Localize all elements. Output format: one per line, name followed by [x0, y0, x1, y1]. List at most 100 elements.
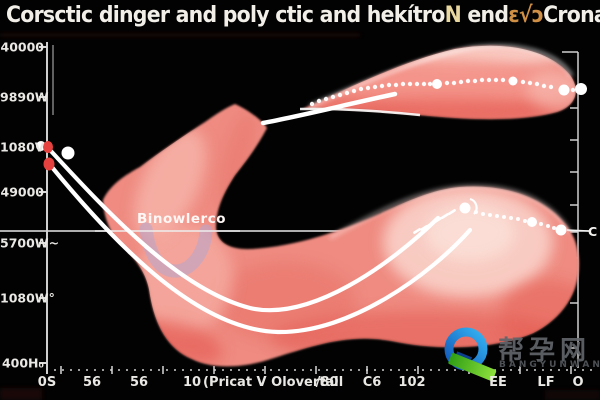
title-part: N: [444, 3, 462, 28]
x-axis-label: LF: [537, 375, 555, 390]
lower-dotted-trajectory-dash: [434, 217, 442, 223]
lower-dotted-trajectory-dot: [539, 222, 543, 226]
x-axis-label: /80: [315, 375, 339, 390]
lower-dotted-trajectory-dot: [495, 214, 499, 218]
y-axis-label: 49000: [0, 184, 45, 200]
upper-dotted-trajectory-dot: [500, 77, 506, 83]
upper-dotted-trajectory-emphasis-dot: [558, 84, 570, 96]
callout-line: [566, 229, 590, 232]
lower-dotted-trajectory-dot: [509, 216, 513, 220]
upper-dotted-trajectory-dot: [465, 78, 471, 84]
x-axis-label: 10: [182, 375, 202, 390]
x-axis-label: 102: [398, 375, 426, 390]
upper-dotted-trajectory-dot: [479, 77, 485, 83]
upper-dotted-trajectory-dot: [548, 84, 554, 90]
title-part: ɛ√ɔ: [508, 3, 544, 28]
curve-a: [47, 147, 441, 313]
title-part: Cronay: [543, 3, 600, 28]
upper-dotted-trajectory-dot: [527, 80, 533, 86]
upper-dotted-trajectory-dot: [444, 80, 450, 86]
red-marker-dot: [43, 141, 53, 153]
upper-dotted-trajectory-dot: [534, 81, 540, 87]
lower-dotted-trajectory-dash: [448, 209, 456, 215]
chart-title: Corsctic dinger and poly ctic and hekítr…: [6, 3, 600, 28]
tail-line: [260, 91, 398, 126]
lower-dotted-trajectory-dot: [546, 224, 550, 228]
lower-dotted-trajectory-dash: [427, 221, 435, 227]
y-axis-label: 1080W°: [0, 290, 55, 306]
watermark-text-en: BANGYUNWANG: [499, 360, 600, 370]
curve-b: [48, 163, 473, 335]
series-curves: [47, 91, 473, 335]
upper-dotted-trajectory-dot: [414, 81, 420, 87]
upper-dotted-trajectory-dot: [351, 88, 357, 94]
lower-blob-rim: [329, 184, 572, 240]
upper-dotted-trajectory-dot: [421, 81, 427, 87]
lower-dotted-trajectory-emphasis-dot: [459, 202, 471, 214]
lower-dotted-trajectory-dot: [523, 219, 527, 223]
blob-annotation: Binowlerco: [137, 211, 226, 227]
watermark-logo: [444, 327, 497, 381]
upper-blob-underline: [299, 107, 421, 117]
lower-dotted-trajectory-dot: [481, 212, 485, 216]
upper-dotted-trajectory-dot: [323, 96, 329, 102]
y-axis-label: 40000: [0, 39, 45, 55]
upper-dotted-trajectory-dot: [407, 81, 413, 87]
lower-dotted-trajectory-dash: [420, 225, 428, 231]
upper-blob-rim: [309, 44, 574, 108]
upper-dotted-trajectory-dot: [493, 77, 499, 83]
x-axis-label: C6: [362, 375, 382, 390]
upper-dotted-trajectory-dot: [400, 81, 406, 87]
upper-dotted-trajectory-emphasis-dot: [575, 83, 587, 95]
upper-dotted-trajectory-dot: [344, 90, 350, 96]
upper-dotted-trajectory-dot: [372, 84, 378, 90]
x-axis-label: (Pricat V Olovertall: [203, 375, 344, 390]
upper-dotted-trajectory-dot: [358, 86, 364, 92]
trajectory-dots: [309, 76, 587, 236]
upper-dotted-trajectory-dot: [386, 82, 392, 88]
lower-dotted-trajectory-dot: [552, 226, 556, 230]
callout-label: C: [588, 224, 598, 239]
white-marker-dot: [61, 146, 75, 160]
upper-dotted-trajectory-emphasis-dot: [432, 79, 442, 89]
upper-dotted-trajectory-dot: [365, 85, 371, 91]
y-axis-label: 1080V: [0, 139, 45, 155]
x-axis-label: 56: [129, 375, 149, 390]
x-axis-label: EE: [489, 375, 507, 390]
upper-dotted-trajectory-dot: [309, 101, 315, 107]
upper-dotted-trajectory-dot: [427, 81, 433, 87]
upper-dotted-trajectory-dot: [472, 78, 478, 84]
upper-dotted-trajectory-emphasis-dot: [508, 76, 518, 86]
crescent-ring: [469, 197, 478, 215]
y-axis-label: 5700W~: [0, 235, 60, 251]
upper-dotted-trajectory-dot: [458, 79, 464, 85]
title-part: end: [460, 3, 509, 28]
y-axis-label: 400H₀: [1, 355, 44, 371]
red-marker-dot: [43, 157, 55, 171]
upper-dotted-trajectory-dot: [451, 80, 457, 86]
watermark-text-cn: 帮孕网: [498, 336, 592, 366]
upper-dotted-trajectory-dot: [316, 98, 322, 104]
lower-dotted-trajectory-dash: [441, 213, 449, 219]
lower-dotted-trajectory-dash: [413, 228, 421, 234]
upper-blob: [299, 44, 576, 120]
lower-dotted-trajectory-dot: [488, 213, 492, 217]
x-axis-label: 0S: [37, 375, 57, 390]
upper-dotted-trajectory-dot: [330, 94, 336, 100]
upper-dotted-trajectory-dot: [337, 92, 343, 98]
upper-dotted-trajectory-dot: [486, 77, 492, 83]
lower-dotted-trajectory-dot: [516, 217, 520, 221]
upper-dotted-trajectory-dot: [393, 82, 399, 88]
background-smears: [0, 33, 600, 400]
start-markers: [36, 141, 75, 171]
lower-dotted-trajectory-emphasis-dot: [555, 224, 567, 236]
title-part: Corsctic dinger and poly ctic and hekítr…: [6, 3, 445, 28]
x-axis-label: 56: [82, 375, 102, 390]
callout-line: [566, 229, 590, 232]
lower-dotted-trajectory-dot: [502, 215, 506, 219]
upper-dotted-trajectory-dot: [570, 87, 576, 93]
upper-dotted-trajectory-dot: [520, 79, 526, 85]
y-axis-label: 9890W: [0, 89, 49, 105]
